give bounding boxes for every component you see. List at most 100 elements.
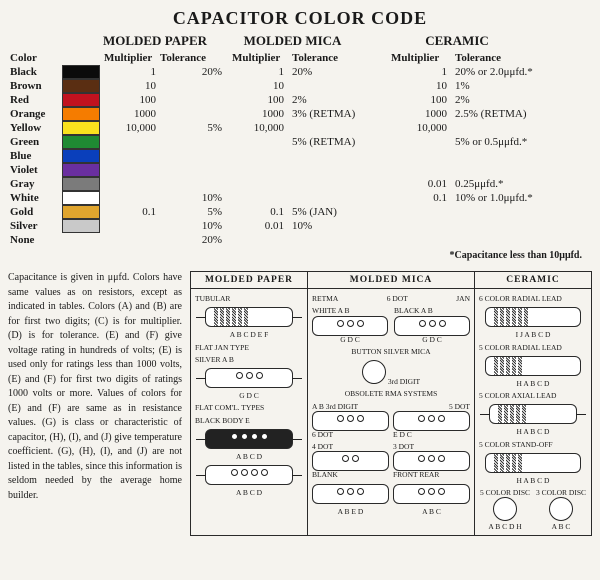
color-swatch <box>62 149 100 163</box>
tol3: 10% or 1.0μμfd.* <box>449 192 577 204</box>
color-row: Green 5% (RETMA) 5% or 0.5μμfd.* <box>8 135 592 149</box>
label-ijabcd: I J A B C D <box>479 331 587 339</box>
tol2: 5% (RETMA) <box>286 136 389 148</box>
mult1: 0.1 <box>102 206 158 218</box>
label-jan: JAN <box>456 295 470 303</box>
color-swatch <box>62 107 100 121</box>
color-name: Yellow <box>8 122 60 134</box>
label-5dot: 5 DOT <box>393 403 470 411</box>
explanation-text: Capacitance is given in μμfd. Colors hav… <box>8 271 182 536</box>
col-tol1-head: Tolerance <box>158 52 230 64</box>
color-row: Black120%120%120% or 2.0μμfd.* <box>8 65 592 79</box>
group-ceramic: CERAMIC <box>369 33 545 49</box>
label-abc: A B C <box>393 508 470 516</box>
label-edc: E D C <box>393 431 470 439</box>
comp-coml2 <box>205 465 293 485</box>
tol1: 5% <box>158 122 230 134</box>
comp-5color-radial <box>485 356 581 376</box>
label-obsolete: OBSOLETE RMA SYSTEMS <box>312 390 470 398</box>
color-swatch <box>62 135 100 149</box>
diagram-col-mica: MOLDED MICA RETMA 6 DOT JAN WHITE A B G … <box>308 272 475 535</box>
mult3: 1000 <box>389 108 449 120</box>
comp-5color-axial <box>489 404 577 424</box>
comp-6color-radial <box>485 307 581 327</box>
color-swatch <box>62 205 100 219</box>
tol1: 10% <box>158 192 230 204</box>
mult3: 0.01 <box>389 178 449 190</box>
comp-tubular <box>205 307 293 327</box>
subheader-row: Color Multiplier Tolerance Multiplier To… <box>8 51 592 65</box>
mult2: 1000 <box>230 108 286 120</box>
mult3: 1 <box>389 66 449 78</box>
comp-black-body <box>205 429 293 449</box>
comp-5dot <box>393 411 470 431</box>
label-3color-disc: 3 COLOR DISC <box>536 489 586 497</box>
label-blank: BLANK <box>312 471 389 479</box>
mult1: 1000 <box>102 108 158 120</box>
label-6color-radial: 6 COLOR RADIAL LEAD <box>479 295 587 303</box>
comp-3color-disc <box>549 497 573 521</box>
color-row: Orange100010003% (RETMA)10002.5% (RETMA) <box>8 107 592 121</box>
label-tubular: TUBULAR <box>195 295 303 303</box>
comp-retma <box>312 316 388 336</box>
comp-bottom2 <box>393 484 470 504</box>
tol2: 10% <box>286 220 389 232</box>
label-black-body: BLACK BODY E <box>195 417 303 425</box>
label-6dot: 6 DOT <box>387 295 408 303</box>
color-name: Brown <box>8 80 60 92</box>
color-name: Violet <box>8 164 60 176</box>
col-tol3-head: Tolerance <box>449 52 577 64</box>
tol3: 0.25μμfd.* <box>449 178 577 190</box>
mult2: 0.01 <box>230 220 286 232</box>
tol2: 2% <box>286 94 389 106</box>
comp-flat-jan <box>205 368 293 388</box>
color-name: Gold <box>8 206 60 218</box>
label-flat-coml: FLAT COM'L. TYPES <box>195 404 303 412</box>
label-gdc: G D C <box>195 392 303 400</box>
label-ab3rd: A B 3rd DIGIT <box>312 403 389 411</box>
mult2: 0.1 <box>230 206 286 218</box>
tol3: 2% <box>449 94 577 106</box>
label-6dot2: 6 DOT <box>312 431 389 439</box>
color-swatch <box>62 191 100 205</box>
label-button-silver: BUTTON SILVER MICA <box>312 348 470 356</box>
label-gdc3: G D C <box>394 336 470 344</box>
label-gdc2: G D C <box>312 336 388 344</box>
mult2: 10 <box>230 80 286 92</box>
comp-3dot <box>393 451 470 471</box>
label-habcd: H A B C D <box>479 380 587 388</box>
color-name: None <box>8 234 60 246</box>
tol3: 5% or 0.5μμfd.* <box>449 136 577 148</box>
color-name: Silver <box>8 220 60 232</box>
label-5color-axial: 5 COLOR AXIAL LEAD <box>479 392 587 400</box>
color-swatch <box>62 219 100 233</box>
label-ab-ed: A B E D <box>312 508 389 516</box>
tol2: 5% (JAN) <box>286 206 389 218</box>
tol2: 20% <box>286 66 389 78</box>
dcol-paper-title: MOLDED PAPER <box>191 272 307 289</box>
color-name: Orange <box>8 108 60 120</box>
mult1: 100 <box>102 94 158 106</box>
comp-bottom1 <box>312 484 389 504</box>
label-abcd: A B C D <box>195 453 303 461</box>
color-table-body: Black120%120%120% or 2.0μμfd.*Brown10101… <box>8 65 592 247</box>
tol3: 2.5% (RETMA) <box>449 108 577 120</box>
color-row: Blue <box>8 149 592 163</box>
color-name: White <box>8 192 60 204</box>
label-flat-jan: FLAT JAN TYPE <box>195 344 303 352</box>
mult1: 1 <box>102 66 158 78</box>
label-retma: RETMA <box>312 295 338 303</box>
dcol-ceramic-title: CERAMIC <box>475 272 591 289</box>
color-name: Red <box>8 94 60 106</box>
color-name: Blue <box>8 150 60 162</box>
color-name: Black <box>8 66 60 78</box>
label-white-ab: WHITE A B <box>312 307 388 315</box>
tol3: 1% <box>449 80 577 92</box>
color-name: Green <box>8 136 60 148</box>
mult2: 1 <box>230 66 286 78</box>
label-abcdh: A B C D H <box>480 523 530 531</box>
label-silver-ab: SILVER A B <box>195 356 303 364</box>
comp-6dot <box>312 411 389 431</box>
label-habcd2: H A B C D <box>479 428 587 436</box>
col-mult1-head: Multiplier <box>102 52 158 64</box>
